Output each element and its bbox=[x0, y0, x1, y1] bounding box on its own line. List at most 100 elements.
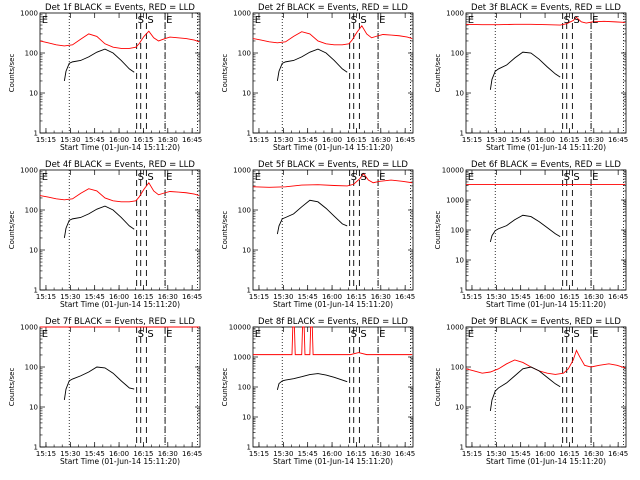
x-tick-label: 15:45 bbox=[511, 293, 531, 301]
events-series-line bbox=[489, 214, 561, 243]
y-tick-label: 1000 bbox=[233, 10, 251, 18]
y-axis-label: Counts/sec bbox=[434, 211, 442, 250]
event-marker-label: S bbox=[138, 329, 144, 340]
plot-frame bbox=[465, 12, 627, 134]
x-tick-label: 16:45 bbox=[182, 293, 202, 301]
event-marker-label: E bbox=[468, 172, 474, 183]
event-marker-label: S bbox=[147, 15, 153, 26]
x-tick-label: 16:00 bbox=[535, 450, 555, 458]
x-tick-label: 15:30 bbox=[273, 293, 293, 301]
x-axis-label: Start Time (01-Jun-14 15:11:20) bbox=[60, 300, 180, 309]
panel-title: Det 6f BLACK = Events, RED = LLD bbox=[471, 160, 621, 170]
event-marker-label: E bbox=[468, 15, 474, 26]
lld-series-line bbox=[465, 16, 626, 26]
x-axis-label: Start Time (01-Jun-14 15:11:20) bbox=[273, 143, 393, 152]
y-tick-label: 100 bbox=[238, 50, 251, 58]
y-tick-label: 10 bbox=[29, 404, 38, 412]
panel-title: Det 8f BLACK = Events, RED = LLD bbox=[258, 317, 408, 327]
y-axis-label: Counts/sec bbox=[8, 368, 16, 407]
x-tick-label: 16:45 bbox=[608, 450, 628, 458]
x-tick-label: 16:45 bbox=[182, 136, 202, 144]
event-marker-label: E bbox=[592, 172, 598, 183]
y-tick-label: 10 bbox=[455, 90, 464, 98]
event-marker-label: S bbox=[147, 329, 153, 340]
event-marker-label: S bbox=[564, 172, 570, 183]
y-tick-label: 10 bbox=[29, 247, 38, 255]
x-tick-label: 16:45 bbox=[182, 450, 202, 458]
x-tick-label: 15:45 bbox=[298, 450, 318, 458]
y-tick-label: 10000 bbox=[229, 324, 251, 332]
y-tick-label: 1000 bbox=[446, 197, 464, 205]
event-marker-label: S bbox=[360, 15, 366, 26]
y-tick-label: 100 bbox=[451, 227, 464, 235]
lld-series-line bbox=[465, 349, 626, 375]
y-tick-label: 1 bbox=[247, 130, 251, 138]
y-tick-label: 10000 bbox=[442, 167, 464, 175]
y-tick-label: 1 bbox=[247, 287, 251, 295]
x-tick-label: 16:30 bbox=[371, 450, 391, 458]
events-series-line bbox=[63, 366, 135, 401]
y-tick-label: 100 bbox=[25, 364, 38, 372]
panel-1: Det 1f BLACK = Events, RED = LLD 1 10 100 10… bbox=[8, 3, 202, 152]
event-marker-label: E bbox=[255, 15, 261, 26]
y-axis-label: Counts/sec bbox=[434, 54, 442, 93]
y-tick-label: 100 bbox=[238, 384, 251, 392]
x-tick-label: 16:15 bbox=[559, 293, 579, 301]
event-marker-label: E bbox=[166, 15, 172, 26]
x-tick-label: 15:15 bbox=[462, 450, 482, 458]
x-tick-label: 16:30 bbox=[158, 136, 178, 144]
event-marker-label: S bbox=[360, 329, 366, 340]
y-axis-label: Counts/sec bbox=[221, 54, 229, 93]
x-tick-label: 15:15 bbox=[36, 293, 56, 301]
lld-series-line bbox=[252, 172, 413, 188]
x-tick-label: 15:45 bbox=[85, 136, 105, 144]
x-axis-label: Start Time (01-Jun-14 15:11:20) bbox=[273, 300, 393, 309]
x-tick-label: 16:45 bbox=[608, 293, 628, 301]
x-tick-label: 16:45 bbox=[608, 136, 628, 144]
panel-9: Det 9f BLACK = Events, RED = LLD 1 10 100 10… bbox=[434, 317, 628, 466]
x-tick-label: 15:30 bbox=[60, 450, 80, 458]
x-axis-label: Start Time (01-Jun-14 15:11:20) bbox=[486, 300, 606, 309]
panel-2: Det 2f BLACK = Events, RED = LLD 1 10 100 10… bbox=[221, 3, 415, 152]
event-marker-label: E bbox=[42, 15, 48, 26]
y-axis-label: Counts/sec bbox=[221, 368, 229, 407]
event-marker-label: E bbox=[255, 172, 261, 183]
y-tick-label: 100 bbox=[238, 207, 251, 215]
y-tick-label: 1 bbox=[34, 287, 38, 295]
panel-title: Det 9f BLACK = Events, RED = LLD bbox=[471, 317, 621, 327]
y-tick-label: 1 bbox=[34, 130, 38, 138]
x-tick-label: 15:30 bbox=[486, 293, 506, 301]
y-tick-label: 10 bbox=[242, 90, 251, 98]
panel-title: Det 5f BLACK = Events, RED = LLD bbox=[258, 160, 408, 170]
x-tick-label: 15:30 bbox=[486, 450, 506, 458]
y-axis-label: Counts/sec bbox=[8, 54, 16, 93]
y-tick-label: 1000 bbox=[20, 324, 38, 332]
event-marker-label: E bbox=[166, 172, 172, 183]
x-tick-label: 15:30 bbox=[273, 450, 293, 458]
events-series-line bbox=[63, 205, 135, 239]
x-tick-label: 16:00 bbox=[322, 293, 342, 301]
y-tick-label: 1000 bbox=[446, 10, 464, 18]
x-tick-label: 16:00 bbox=[109, 136, 129, 144]
y-tick-label: 1000 bbox=[20, 10, 38, 18]
x-tick-label: 16:15 bbox=[559, 450, 579, 458]
y-tick-label: 1000 bbox=[233, 354, 251, 362]
panel-4: Det 4f BLACK = Events, RED = LLD 1 10 100 10… bbox=[8, 160, 202, 309]
events-series-line bbox=[489, 366, 561, 411]
y-tick-label: 10 bbox=[242, 414, 251, 422]
event-marker-label: S bbox=[573, 172, 579, 183]
x-tick-label: 15:30 bbox=[60, 293, 80, 301]
event-marker-label: S bbox=[351, 172, 357, 183]
y-tick-label: 1000 bbox=[233, 167, 251, 175]
x-tick-label: 15:45 bbox=[298, 293, 318, 301]
y-tick-label: 1 bbox=[460, 130, 464, 138]
event-marker-label: E bbox=[468, 329, 474, 340]
panel-8: Det 8f BLACK = Events, RED = LLD 1 10 100 10… bbox=[221, 317, 415, 466]
y-tick-label: 10 bbox=[29, 90, 38, 98]
x-tick-label: 15:15 bbox=[249, 293, 269, 301]
x-tick-label: 16:00 bbox=[109, 450, 129, 458]
event-marker-label: E bbox=[379, 172, 385, 183]
x-tick-label: 16:15 bbox=[133, 450, 153, 458]
y-tick-label: 100 bbox=[25, 207, 38, 215]
event-marker-label: S bbox=[360, 172, 366, 183]
